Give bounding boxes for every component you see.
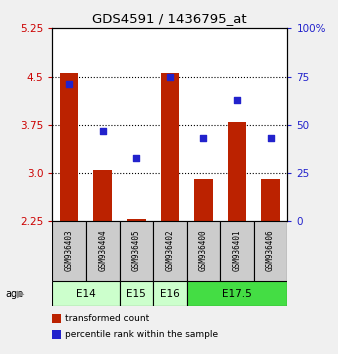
FancyBboxPatch shape — [220, 221, 254, 281]
Point — [201, 136, 206, 141]
Text: GSM936406: GSM936406 — [266, 229, 275, 271]
Bar — [127, 219, 146, 221]
FancyBboxPatch shape — [153, 281, 187, 306]
Text: E16: E16 — [160, 289, 180, 299]
FancyBboxPatch shape — [187, 221, 220, 281]
Text: age: age — [5, 289, 23, 299]
Bar — [261, 179, 280, 221]
Bar — [194, 179, 213, 221]
Point — [234, 97, 240, 103]
FancyBboxPatch shape — [153, 221, 187, 281]
Text: E15: E15 — [126, 289, 146, 299]
FancyBboxPatch shape — [187, 281, 287, 306]
Text: GSM936403: GSM936403 — [65, 229, 74, 271]
Bar — [161, 73, 179, 221]
FancyBboxPatch shape — [120, 281, 153, 306]
Point — [268, 136, 273, 141]
FancyBboxPatch shape — [52, 221, 86, 281]
Point — [67, 81, 72, 87]
FancyBboxPatch shape — [86, 221, 120, 281]
Point — [167, 74, 173, 79]
Text: GSM936402: GSM936402 — [165, 229, 174, 271]
FancyBboxPatch shape — [254, 221, 287, 281]
FancyBboxPatch shape — [120, 221, 153, 281]
FancyBboxPatch shape — [52, 281, 120, 306]
Text: GSM936401: GSM936401 — [233, 229, 241, 271]
Point — [134, 155, 139, 160]
Text: transformed count: transformed count — [65, 314, 149, 324]
Text: GSM936404: GSM936404 — [98, 229, 107, 271]
Bar — [60, 73, 78, 221]
Text: ▶: ▶ — [17, 289, 24, 299]
Text: percentile rank within the sample: percentile rank within the sample — [65, 330, 218, 339]
Text: GDS4591 / 1436795_at: GDS4591 / 1436795_at — [92, 12, 246, 25]
Text: E14: E14 — [76, 289, 96, 299]
Text: GSM936400: GSM936400 — [199, 229, 208, 271]
Bar — [228, 121, 246, 221]
Text: GSM936405: GSM936405 — [132, 229, 141, 271]
Text: E17.5: E17.5 — [222, 289, 252, 299]
Point — [100, 128, 105, 133]
Bar — [94, 170, 112, 221]
